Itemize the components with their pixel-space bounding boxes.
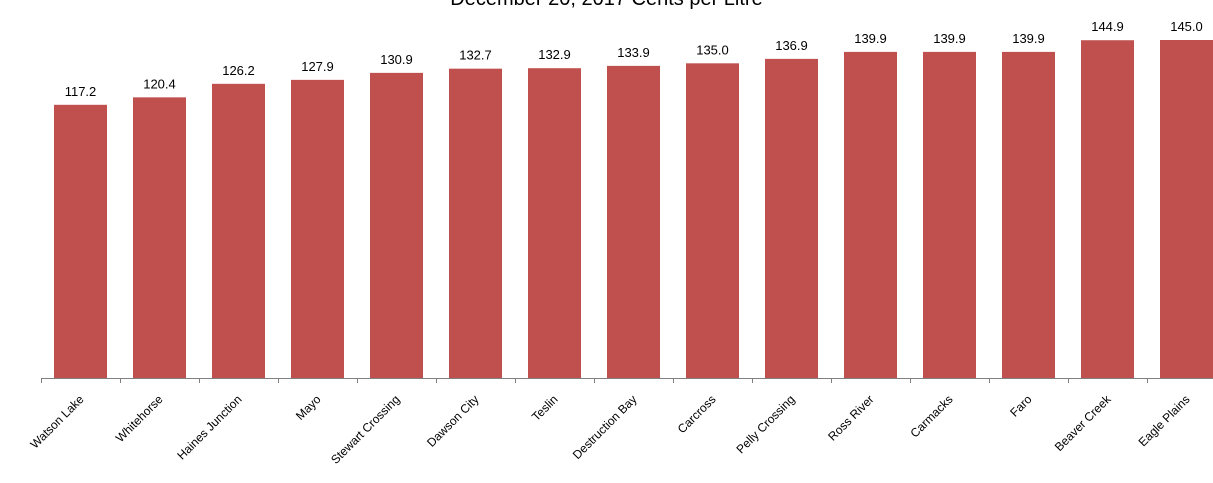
bar-carmacks [923, 51, 976, 378]
x-tick-label: Teslin [529, 392, 561, 424]
bar-ross-river [844, 51, 897, 378]
data-label: 126.2 [222, 63, 255, 78]
x-tick-label: Destruction Bay [570, 392, 640, 462]
bar-carcross [686, 63, 739, 379]
data-label: 117.2 [65, 84, 97, 99]
bar-destruction-bay [607, 65, 660, 378]
data-label: 132.9 [538, 47, 571, 62]
x-tick-label: Ross River [825, 392, 876, 443]
x-tick-label: Faro [1007, 392, 1035, 420]
data-label: 135.0 [696, 42, 729, 57]
bar-watson-lake [54, 104, 107, 378]
x-tick-label: Dawson City [424, 392, 482, 450]
data-label: 136.9 [775, 38, 808, 53]
bar-stewart-crossing [370, 72, 423, 378]
bar-faro [1002, 51, 1055, 378]
x-tick-label: Whitehorse [113, 392, 166, 445]
bar-dawson-city [449, 68, 502, 378]
data-label: 139.9 [1012, 31, 1045, 46]
data-label: 132.7 [459, 48, 492, 63]
bar-haines-junction [212, 83, 265, 378]
data-label: 133.9 [617, 45, 650, 60]
bar-eagle-plains [1160, 40, 1213, 378]
data-label: 127.9 [301, 59, 334, 74]
bar-teslin [528, 68, 581, 379]
data-label: 144.9 [1091, 19, 1124, 34]
x-tick-label: Mayo [293, 392, 324, 423]
data-label: 130.9 [380, 52, 413, 67]
bar-whitehorse [133, 97, 186, 378]
x-tick-label: Carcross [675, 392, 719, 436]
x-tick-label: Carmacks [908, 392, 956, 440]
x-tick-label: Pelly Crossing [733, 392, 797, 456]
chart-title: December 20, 2017 Cents per Litre [0, 0, 1213, 11]
data-label: 120.4 [143, 76, 176, 91]
bar-pelly-crossing [765, 58, 818, 378]
bar-beaver-creek [1081, 40, 1134, 379]
x-tick-label: Haines Junction [174, 392, 244, 462]
data-label: 139.9 [933, 31, 966, 46]
x-tick-label: Stewart Crossing [328, 392, 403, 467]
x-tick-label: Watson Lake [28, 392, 87, 451]
x-tick-label: Eagle Plains [1136, 392, 1193, 449]
data-label: 139.9 [854, 31, 887, 46]
x-tick-label: Beaver Creek [1052, 392, 1114, 454]
data-label: 145.0 [1170, 19, 1203, 34]
bar-mayo [291, 79, 344, 378]
